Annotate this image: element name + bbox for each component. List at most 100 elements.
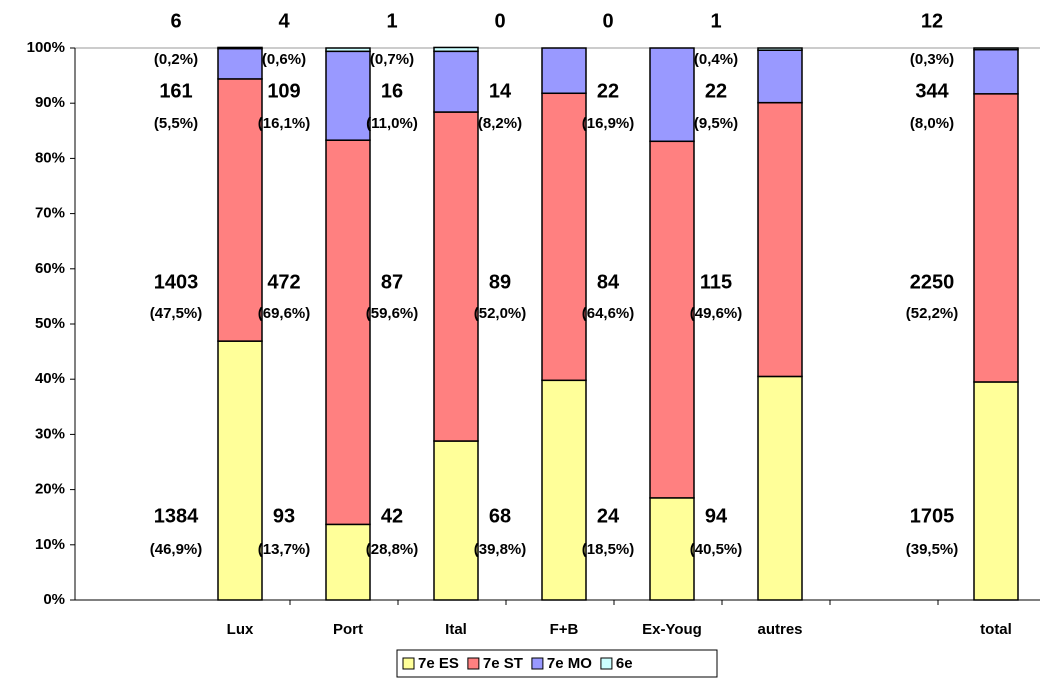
data-label: (0,4%) (694, 51, 738, 68)
y-tick-label: 20% (35, 481, 65, 498)
data-label: (47,5%) (150, 305, 203, 322)
count-label: 89 (489, 271, 511, 293)
data-label: (0,3%) (910, 51, 954, 68)
count-label: 2250 (910, 271, 955, 293)
data-label: (8,2%) (478, 115, 522, 132)
count-label: 6 (170, 10, 181, 32)
bar-segment (325, 523, 371, 601)
y-tick-label: 80% (35, 149, 65, 166)
count-label: 0 (602, 10, 613, 32)
data-label: (18,5%) (582, 541, 635, 558)
data-label: (40,5%) (690, 541, 743, 558)
x-tick-label: total (980, 621, 1012, 638)
legend-label: 7e ES (418, 655, 459, 672)
bar-segment (217, 78, 263, 342)
count-label: 12 (921, 10, 943, 32)
bar-segment (433, 111, 479, 442)
count-label: 1 (386, 10, 397, 32)
y-tick-label: 60% (35, 260, 65, 277)
data-label: (64,6%) (582, 305, 635, 322)
count-label: 14 (489, 80, 512, 102)
bar-segment (757, 49, 803, 104)
data-label: (52,0%) (474, 305, 527, 322)
count-label: 109 (267, 80, 300, 102)
count-label: 68 (489, 505, 511, 527)
y-tick-label: 10% (35, 536, 65, 553)
bar-segment (433, 50, 479, 113)
y-tick-label: 40% (35, 370, 65, 387)
count-label: 94 (705, 505, 728, 527)
data-label: (0,6%) (262, 51, 306, 68)
data-label: (59,6%) (366, 305, 419, 322)
bar-segment (217, 47, 263, 80)
bar-segment (757, 47, 803, 51)
data-label: (5,5%) (154, 115, 198, 132)
x-tick-label: F+B (550, 621, 579, 638)
count-label: 42 (381, 505, 403, 527)
legend-swatch (402, 657, 415, 670)
bar-segment (541, 92, 587, 382)
count-label: 0 (494, 10, 505, 32)
legend-box (396, 649, 718, 678)
bar-segment (973, 48, 1019, 95)
data-label: (16,9%) (582, 115, 635, 132)
y-tick-label: 30% (35, 425, 65, 442)
count-label: 24 (597, 505, 620, 527)
count-label: 472 (267, 271, 300, 293)
count-label: 1384 (154, 505, 199, 527)
data-label: (28,8%) (366, 541, 419, 558)
count-label: 115 (700, 271, 732, 293)
legend-swatch (600, 657, 613, 670)
data-label: (13,7%) (258, 541, 311, 558)
y-tick-label: 100% (27, 39, 65, 56)
bar-segment (649, 47, 695, 143)
bar-segment (757, 101, 803, 378)
x-tick-label: Lux (227, 621, 254, 638)
y-tick-label: 70% (35, 205, 65, 222)
bar-segment (973, 93, 1019, 383)
bar-segment (757, 375, 803, 601)
count-label: 1705 (910, 505, 955, 527)
data-label: (46,9%) (150, 541, 203, 558)
x-tick-label: Port (333, 621, 363, 638)
data-label: (0,2%) (154, 51, 198, 68)
bar-segment (325, 139, 371, 526)
legend-label: 6e (616, 655, 633, 672)
data-label: (11,0%) (366, 115, 418, 132)
bar-segment (325, 50, 371, 141)
y-tick-label: 0% (43, 591, 65, 608)
data-label: (52,2%) (906, 305, 959, 322)
bar-segment (433, 46, 479, 53)
count-label: 4 (278, 10, 290, 32)
data-label: (49,6%) (690, 305, 743, 322)
data-label: (39,5%) (906, 541, 959, 558)
bar-segment (217, 46, 263, 50)
count-label: 344 (915, 80, 949, 102)
data-label: (16,1%) (258, 115, 311, 132)
x-tick-label: Ital (445, 621, 467, 638)
count-label: 87 (381, 271, 403, 293)
data-label: (69,6%) (258, 305, 311, 322)
y-tick-label: 90% (35, 94, 65, 111)
bar-segment (541, 47, 587, 95)
bar-segment (973, 381, 1019, 601)
y-tick-label: 50% (35, 315, 65, 332)
bar-segment (325, 47, 371, 53)
count-label: 1 (710, 10, 721, 32)
legend-swatch (531, 657, 544, 670)
data-label: (0,7%) (370, 51, 414, 68)
count-label: 16 (381, 80, 403, 102)
count-label: 22 (705, 80, 727, 102)
x-tick-label: autres (757, 621, 802, 638)
count-label: 22 (597, 80, 619, 102)
bar-segment (433, 440, 479, 601)
bar-segment (541, 379, 587, 601)
x-tick-label: Ex-Youg (642, 621, 702, 638)
count-label: 1403 (154, 271, 199, 293)
count-label: 161 (159, 80, 192, 102)
data-label: (8,0%) (910, 115, 954, 132)
legend-label: 7e MO (547, 655, 592, 672)
data-label: (39,8%) (474, 541, 527, 558)
count-label: 93 (273, 505, 295, 527)
